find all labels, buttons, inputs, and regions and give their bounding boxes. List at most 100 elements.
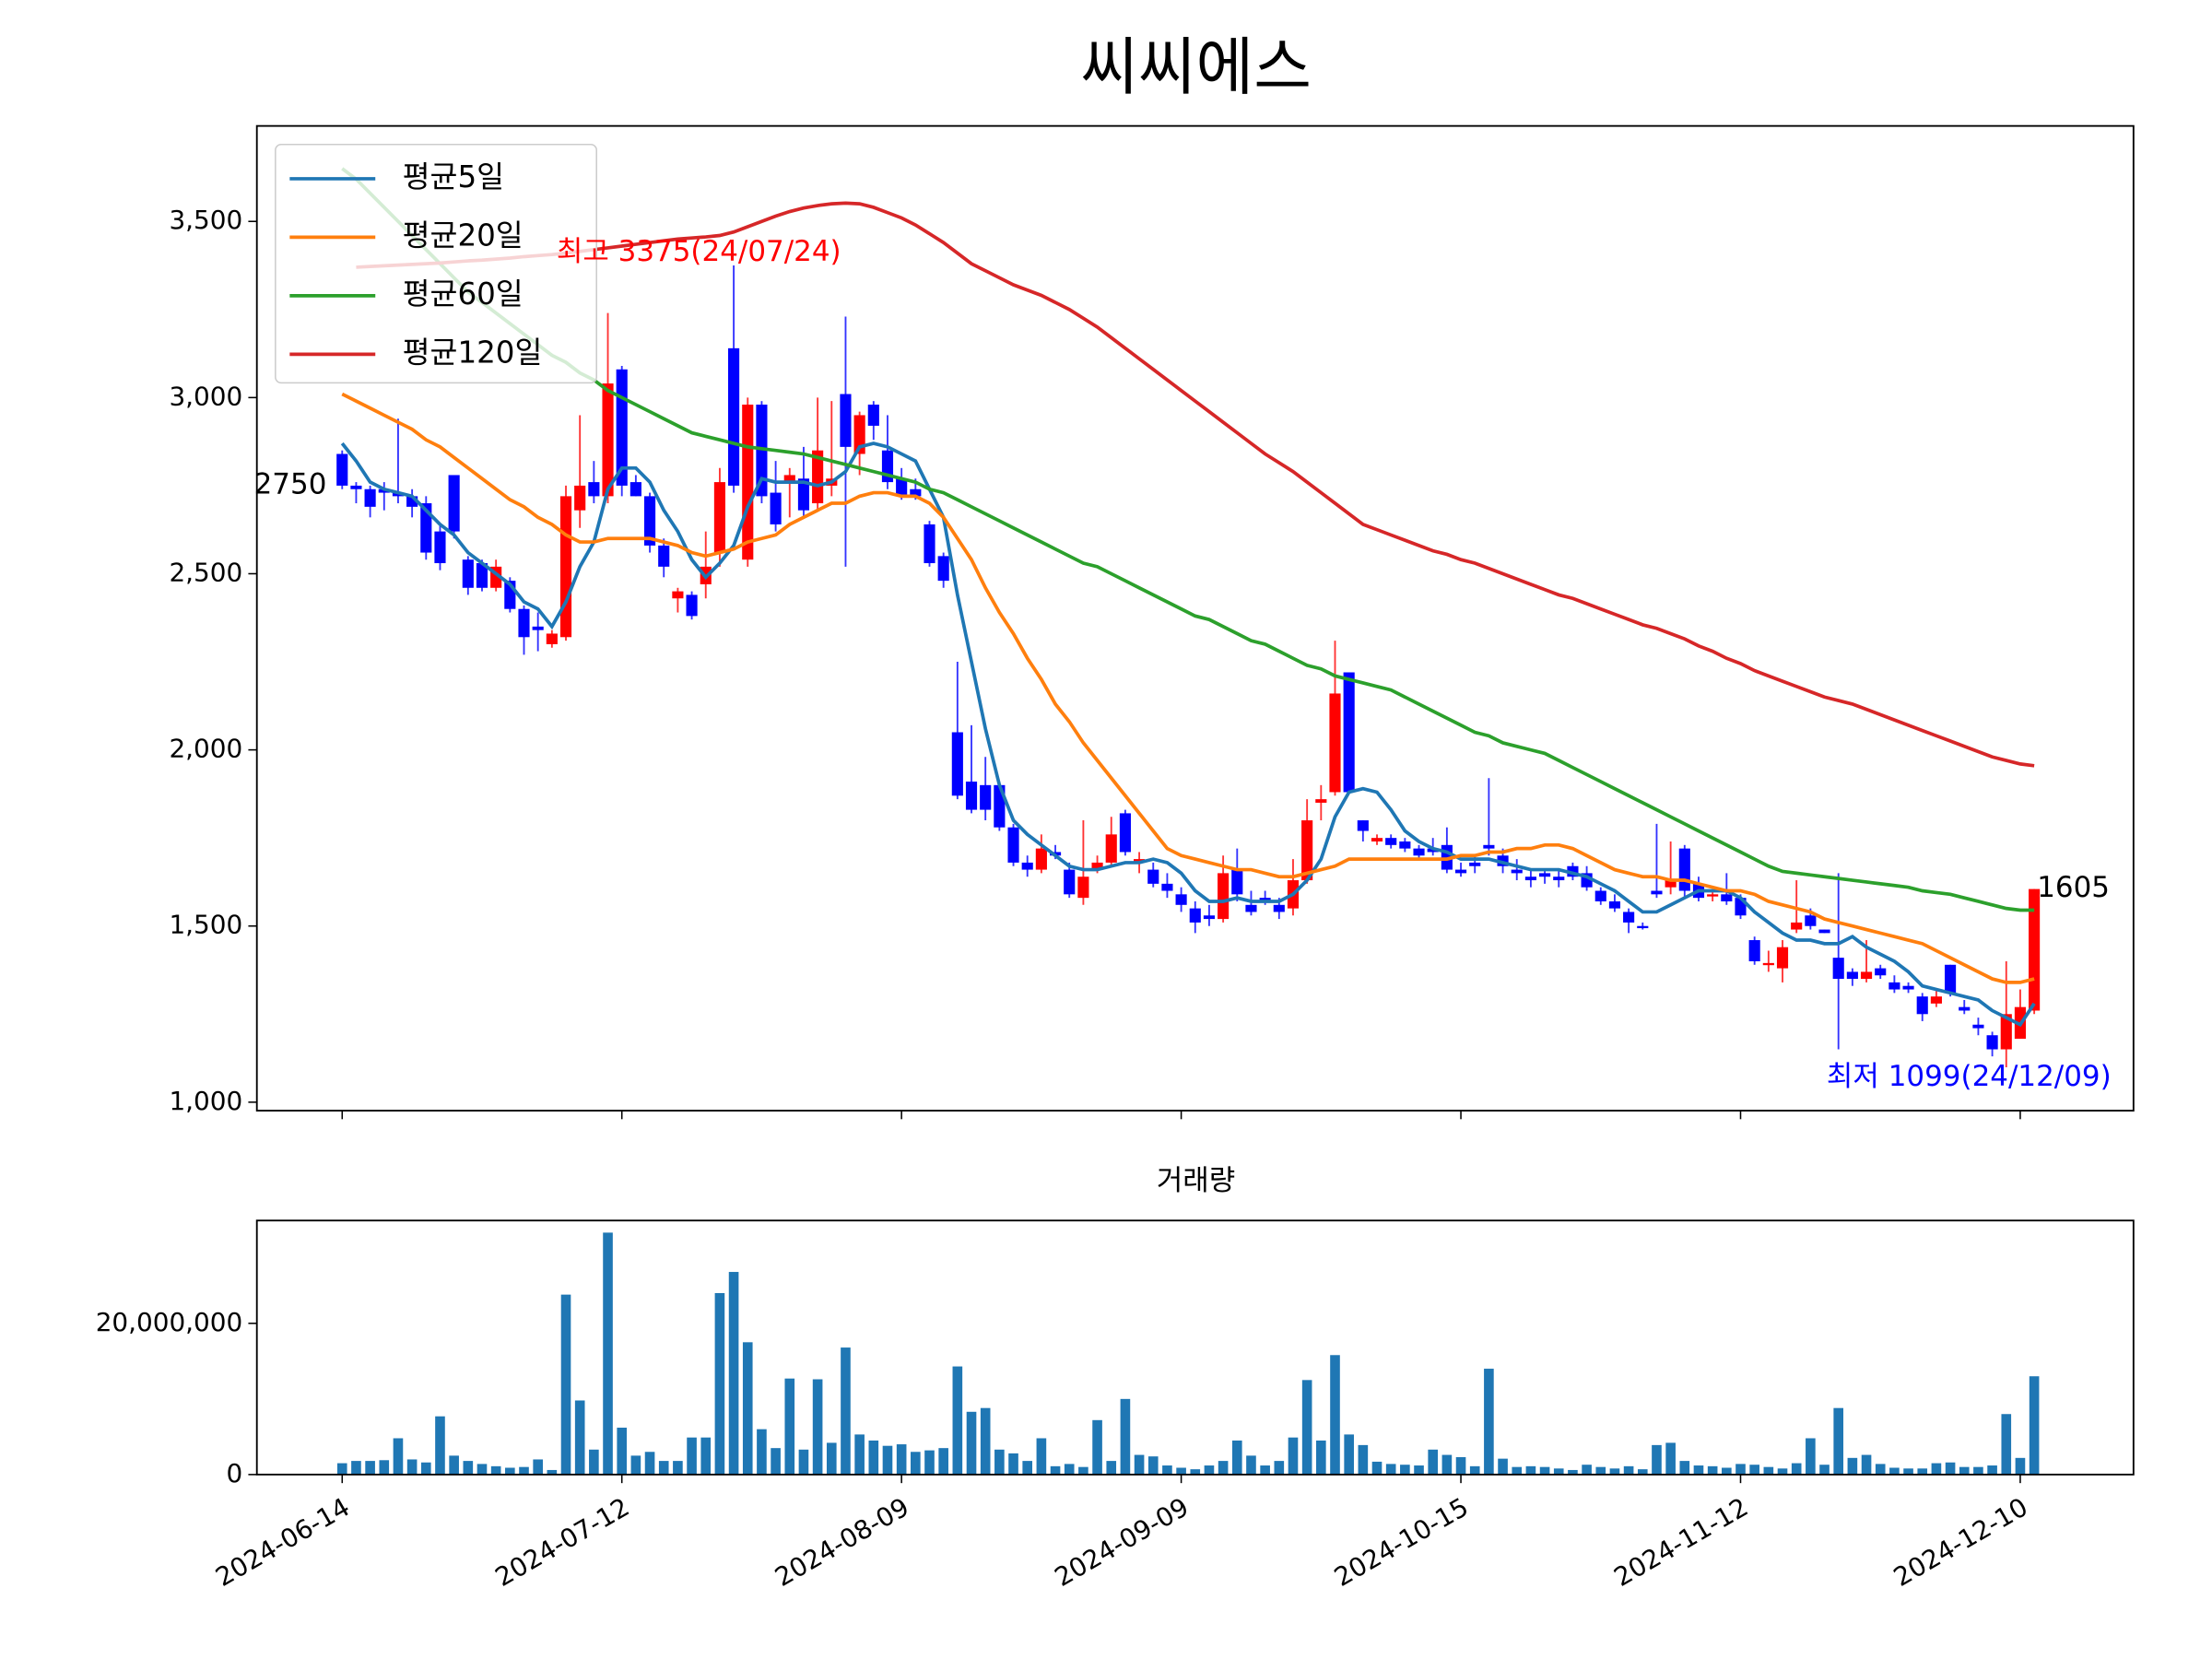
volume-bar: [1455, 1457, 1466, 1475]
volume-bar: [1819, 1465, 1830, 1475]
volume-bar: [547, 1469, 558, 1475]
candle-body: [1147, 869, 1159, 884]
y-tick-label: 2,500: [169, 557, 242, 587]
candle-body: [476, 563, 488, 588]
volume-bar: [1637, 1469, 1648, 1475]
candle-body: [1413, 848, 1425, 856]
candle-body: [1105, 834, 1117, 863]
volume-bar: [1973, 1466, 1983, 1475]
volume-bar: [406, 1459, 418, 1475]
candle-body: [1623, 912, 1635, 923]
volume-bar: [1064, 1464, 1075, 1475]
candle-body: [629, 482, 641, 497]
volume-bar: [1917, 1468, 1928, 1475]
volume-bar: [1763, 1466, 1774, 1475]
candle-body: [1818, 929, 1830, 934]
volume-bar: [1861, 1454, 1872, 1475]
price-panel: 1,000 1,500 2,000 2,500 3,000 3,500: [169, 167, 2041, 1120]
volume-bar: [630, 1455, 641, 1475]
volume-bar: [1358, 1444, 1369, 1475]
candle-body: [770, 492, 782, 524]
volume-bar: [2029, 1376, 2040, 1475]
volume-bar: [1218, 1461, 1229, 1475]
volume-bar: [1679, 1461, 1690, 1475]
volume-bar: [420, 1462, 431, 1475]
candle-body: [1315, 799, 1327, 803]
volume-bar: [1274, 1461, 1285, 1475]
candle-body: [1259, 898, 1271, 901]
volume-bar: [994, 1449, 1005, 1475]
volume-bar: [966, 1411, 977, 1475]
volume-bar: [1400, 1465, 1410, 1475]
volume-bar: [365, 1461, 375, 1475]
candle-body: [643, 496, 656, 546]
candle-body: [588, 482, 600, 497]
candle-body: [1791, 922, 1803, 930]
volume-bar: [1931, 1463, 1942, 1475]
volume-bar: [1147, 1456, 1159, 1475]
candle-body: [1762, 962, 1774, 966]
candle-body: [1231, 869, 1243, 895]
volume-bar: [505, 1467, 515, 1475]
volume-bar: [826, 1442, 837, 1475]
volume-bar: [812, 1379, 823, 1475]
ma-line: [341, 167, 2035, 912]
volume-bar: [379, 1460, 390, 1475]
volume-bar: [449, 1455, 459, 1475]
volume-bar: [714, 1293, 725, 1475]
volume-bar: [728, 1272, 739, 1475]
volume-bar: [1959, 1466, 1970, 1475]
volume-bar: [924, 1450, 935, 1475]
volume-bar: [700, 1437, 712, 1475]
legend-box: [275, 144, 597, 384]
volume-bar: [1414, 1465, 1424, 1475]
y-tick-label: 3,500: [169, 205, 242, 235]
volume-bar: [1428, 1449, 1439, 1475]
volume-bar: [1665, 1442, 1676, 1475]
volume-bar: [560, 1294, 571, 1475]
candle-body: [1539, 873, 1551, 877]
volume-bar: [1847, 1457, 1858, 1475]
y-tick-label: 2,000: [169, 734, 242, 764]
volume-bar: [1260, 1465, 1270, 1475]
volume-bar: [784, 1378, 795, 1475]
volume-bar: [644, 1452, 655, 1475]
candle-body: [1608, 900, 1621, 909]
candle-body: [910, 488, 922, 497]
candle-body: [1329, 693, 1341, 793]
candle-body: [951, 732, 963, 796]
y-tick-label: 1,500: [169, 910, 242, 940]
candle-body: [406, 496, 418, 507]
candle-body: [1385, 838, 1397, 845]
volume-bar: [1987, 1465, 1997, 1475]
volume-bar: [1078, 1466, 1088, 1475]
volume-bar: [574, 1400, 585, 1475]
volume-bar: [1833, 1407, 1844, 1475]
candle-body: [1524, 877, 1536, 881]
volume-bar: [673, 1461, 683, 1475]
candle-body: [1860, 971, 1873, 980]
volume-bar: [1344, 1434, 1354, 1475]
first-close-label: 2750: [254, 467, 327, 500]
volume-bar: [2001, 1414, 2012, 1475]
ma-line: [340, 441, 2036, 1028]
candle-body: [1776, 947, 1789, 969]
volume-bar: [1512, 1466, 1523, 1475]
volume-bar: [868, 1440, 879, 1475]
candle-body: [1007, 827, 1019, 863]
candle-body: [840, 394, 852, 447]
last-close-label: 1605: [2037, 871, 2110, 904]
candle-body: [336, 453, 348, 486]
candle-body: [574, 485, 586, 511]
candle-body: [713, 482, 725, 553]
volume-bar: [1288, 1437, 1299, 1475]
candle-body: [1343, 672, 1355, 793]
volume-bar: [854, 1434, 865, 1475]
candle-body: [1651, 890, 1663, 895]
volume-bar: [1484, 1369, 1494, 1475]
candle-body: [1972, 1024, 1984, 1029]
candle-body: [812, 450, 824, 504]
volume-bar: [336, 1463, 347, 1475]
candle-body: [1357, 820, 1369, 831]
